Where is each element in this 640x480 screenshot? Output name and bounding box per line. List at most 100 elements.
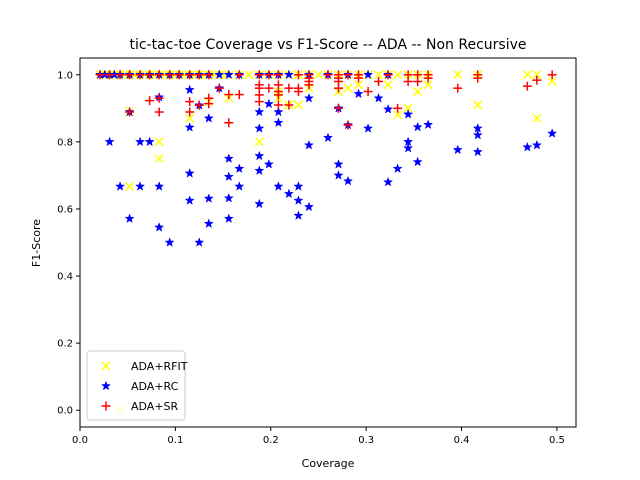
legend-label: ADA+SR xyxy=(131,400,179,413)
data-point xyxy=(362,123,374,133)
data-point xyxy=(374,70,384,80)
data-point xyxy=(322,132,334,143)
x-tick-label: 0.0 xyxy=(72,435,88,446)
data-point xyxy=(303,201,314,212)
legend-box xyxy=(86,350,186,421)
data-point xyxy=(304,73,314,83)
legend-marker xyxy=(101,361,111,371)
data-point xyxy=(333,103,343,113)
data-point xyxy=(343,83,353,93)
data-point xyxy=(323,70,333,80)
data-point xyxy=(393,103,403,113)
data-point xyxy=(264,70,274,80)
data-point xyxy=(303,92,314,103)
y-tick-label: 0.0 xyxy=(57,406,73,417)
data-point xyxy=(383,70,393,80)
data-point xyxy=(223,171,234,182)
data-point xyxy=(184,195,195,205)
legend-label: ADA+RC xyxy=(131,380,179,393)
data-point xyxy=(203,218,214,229)
data-point xyxy=(144,136,155,147)
data-point xyxy=(254,80,264,90)
data-point xyxy=(333,159,344,169)
data-point xyxy=(342,175,354,186)
data-point xyxy=(124,213,135,223)
data-point xyxy=(423,119,434,130)
data-point xyxy=(223,69,234,80)
data-point xyxy=(234,181,245,191)
data-point xyxy=(223,192,234,203)
data-point xyxy=(472,146,483,157)
data-point xyxy=(154,154,164,164)
data-point xyxy=(423,80,433,90)
data-point xyxy=(293,100,303,110)
legend-label: ADA+RFIT xyxy=(131,360,188,373)
data-point xyxy=(185,97,195,107)
data-point xyxy=(254,150,265,161)
data-point xyxy=(383,80,393,90)
data-point xyxy=(284,83,294,93)
data-point xyxy=(194,70,204,80)
data-point xyxy=(353,88,364,99)
data-point xyxy=(154,93,164,103)
data-point xyxy=(165,70,175,80)
x-axis-ticks: 0.0 0.1 0.2 0.3 0.4 0.5 xyxy=(72,427,565,446)
data-point xyxy=(273,117,284,128)
data-point xyxy=(254,70,264,80)
data-point xyxy=(224,118,234,128)
data-point xyxy=(283,69,294,80)
data-point xyxy=(453,70,463,80)
data-points-layer xyxy=(94,69,558,415)
data-point xyxy=(453,83,463,93)
data-point xyxy=(244,70,254,80)
data-point xyxy=(392,163,403,174)
y-tick-label: 0.8 xyxy=(57,137,73,148)
data-point xyxy=(154,70,164,80)
data-point xyxy=(145,96,155,106)
data-point xyxy=(403,103,413,113)
data-point xyxy=(194,100,204,110)
data-point xyxy=(273,80,283,90)
data-point xyxy=(234,163,245,174)
data-point xyxy=(532,75,542,85)
data-point xyxy=(224,90,234,100)
data-point xyxy=(412,121,423,132)
data-point xyxy=(115,70,125,80)
data-point xyxy=(343,70,353,80)
data-point xyxy=(363,87,373,97)
data-point xyxy=(413,87,423,97)
data-point xyxy=(154,107,164,117)
data-point xyxy=(184,122,195,132)
data-point xyxy=(333,83,343,93)
data-point xyxy=(114,181,126,191)
data-point xyxy=(164,237,175,247)
data-point xyxy=(412,156,423,167)
data-point xyxy=(284,100,294,110)
y-tick-label: 1.0 xyxy=(57,70,73,81)
data-point xyxy=(333,170,344,180)
data-point xyxy=(254,123,265,133)
data-point xyxy=(283,188,294,199)
data-point xyxy=(135,136,146,147)
x-tick-label: 0.1 xyxy=(167,435,183,446)
data-point xyxy=(273,181,284,191)
data-point xyxy=(472,129,483,140)
data-point xyxy=(273,106,284,117)
data-point xyxy=(105,70,115,80)
data-point xyxy=(531,139,542,150)
data-point xyxy=(234,70,244,80)
data-point xyxy=(547,76,557,87)
y-axis-label: F1-Score xyxy=(30,219,43,267)
data-point xyxy=(293,83,303,93)
data-point xyxy=(204,93,214,103)
data-point xyxy=(354,73,364,83)
data-point xyxy=(154,181,165,191)
data-point xyxy=(125,70,135,80)
data-point xyxy=(223,153,234,163)
x-tick-label: 0.3 xyxy=(358,435,374,446)
data-point xyxy=(547,70,557,80)
data-point xyxy=(522,70,532,80)
data-point xyxy=(532,70,542,80)
data-point xyxy=(522,141,533,152)
